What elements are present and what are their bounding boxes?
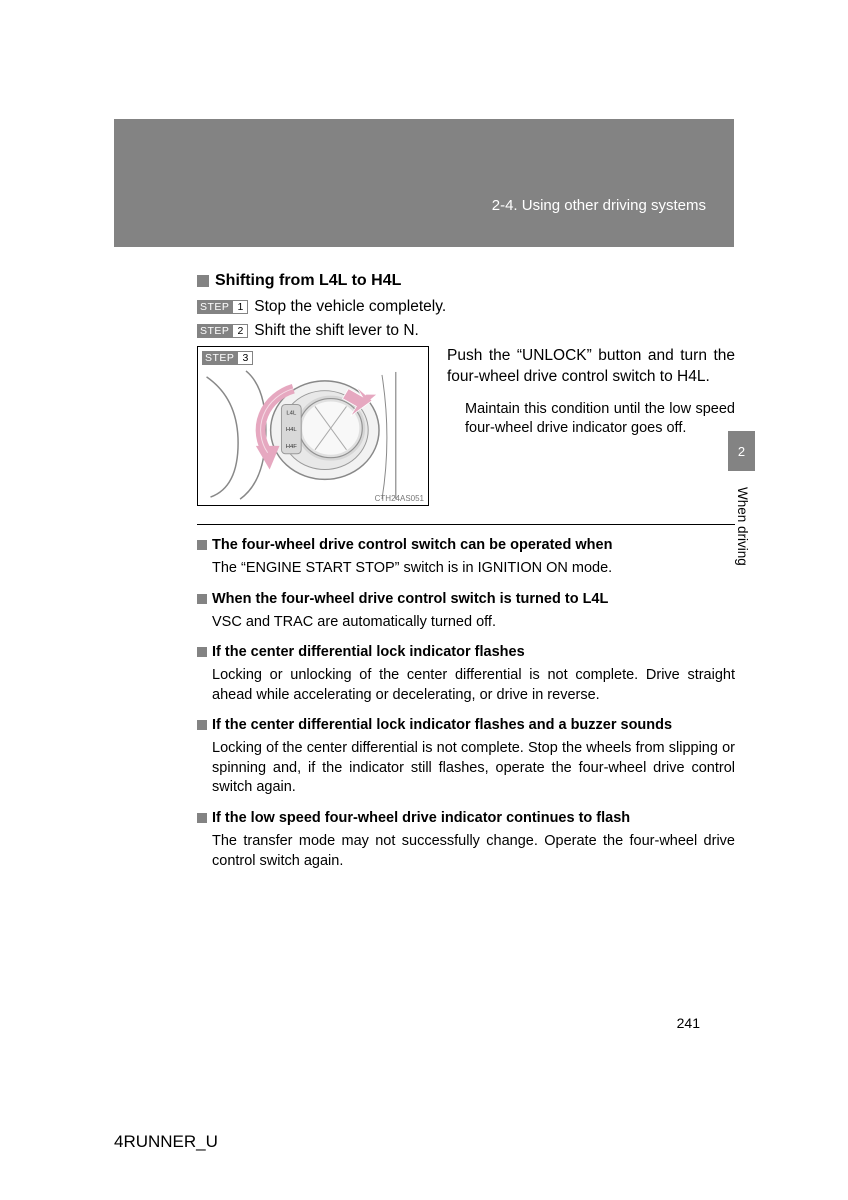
step-number: 3	[237, 351, 253, 365]
square-marker-icon	[197, 275, 209, 287]
subsection-heading: The four-wheel drive control switch can …	[197, 537, 735, 553]
dial-label-h4l: H4L	[286, 427, 298, 433]
step-badge-2: STEP2	[197, 324, 248, 338]
step-label: STEP	[202, 351, 237, 365]
main-heading-text: Shifting from L4L to H4L	[215, 272, 401, 290]
subsection-heading: If the center differential lock indicato…	[197, 644, 735, 660]
section-header-text: 2-4. Using other driving systems	[492, 197, 706, 214]
step-label: STEP	[197, 324, 232, 338]
step-row-1: STEP1 Stop the vehicle completely.	[197, 298, 735, 316]
subsection-body: The “ENGINE START STOP” switch is in IGN…	[197, 559, 735, 579]
step-row-2: STEP2 Shift the shift lever to N.	[197, 322, 735, 340]
step-label: STEP	[197, 300, 232, 314]
chapter-number: 2	[738, 444, 745, 459]
rotation-arrow-head-icon	[256, 446, 280, 470]
step-number: 2	[232, 324, 248, 338]
subsection-heading-text: If the low speed four-wheel drive indica…	[212, 810, 630, 826]
figure-illustration: STEP3 L4L H4L H4F	[197, 346, 429, 506]
subsection-heading: When the four-wheel drive control switch…	[197, 591, 735, 607]
subsection-3: If the center differential lock indicato…	[197, 644, 735, 705]
figure-row: STEP3 L4L H4L H4F	[197, 346, 735, 506]
step-text-2: Shift the shift lever to N.	[254, 322, 419, 340]
figure-text-column: Push the “UNLOCK” button and turn the fo…	[447, 346, 735, 506]
step-badge-3: STEP3	[202, 351, 253, 365]
step-badge-1: STEP1	[197, 300, 248, 314]
subsection-body: VSC and TRAC are automatically turned of…	[197, 613, 735, 633]
square-marker-icon	[197, 647, 207, 657]
subsection-heading-text: When the four-wheel drive control switch…	[212, 591, 608, 607]
subsection-4: If the center differential lock indicato…	[197, 717, 735, 798]
section-header-bar: 2-4. Using other driving systems	[114, 119, 734, 247]
subsection-1: The four-wheel drive control switch can …	[197, 537, 735, 579]
chapter-side-label: When driving	[735, 487, 750, 566]
subsection-5: If the low speed four-wheel drive indica…	[197, 810, 735, 871]
subsection-body: The transfer mode may not successfully c…	[197, 832, 735, 871]
page-number: 241	[677, 1015, 700, 1031]
figure-code-caption: CTH24AS051	[375, 494, 424, 503]
square-marker-icon	[197, 813, 207, 823]
square-marker-icon	[197, 720, 207, 730]
figure-subnote-text: Maintain this condition until the low sp…	[447, 400, 735, 439]
square-marker-icon	[197, 594, 207, 604]
subsection-body: Locking or unlocking of the center diffe…	[197, 666, 735, 705]
subsection-2: When the four-wheel drive control switch…	[197, 591, 735, 633]
subsection-heading-text: If the center differential lock indicato…	[212, 717, 672, 733]
dial-diagram-svg: L4L H4L H4F	[198, 369, 428, 505]
square-marker-icon	[197, 540, 207, 550]
figure-instruction-text: Push the “UNLOCK” button and turn the fo…	[447, 346, 735, 388]
main-heading-row: Shifting from L4L to H4L	[197, 272, 735, 290]
subsection-heading-text: If the center differential lock indicato…	[212, 644, 525, 660]
page-content: Shifting from L4L to H4L STEP1 Stop the …	[197, 272, 735, 883]
subsection-body: Locking of the center differential is no…	[197, 739, 735, 798]
subsection-heading: If the low speed four-wheel drive indica…	[197, 810, 735, 826]
step-number: 1	[232, 300, 248, 314]
step-text-1: Stop the vehicle completely.	[254, 298, 446, 316]
subsection-heading: If the center differential lock indicato…	[197, 717, 735, 733]
divider-line	[197, 524, 735, 525]
dial-label-l4l: L4L	[286, 410, 297, 416]
dial-label-h4f: H4F	[286, 444, 298, 450]
subsection-heading-text: The four-wheel drive control switch can …	[212, 537, 612, 553]
footer-model-code: 4RUNNER_U	[114, 1132, 218, 1152]
